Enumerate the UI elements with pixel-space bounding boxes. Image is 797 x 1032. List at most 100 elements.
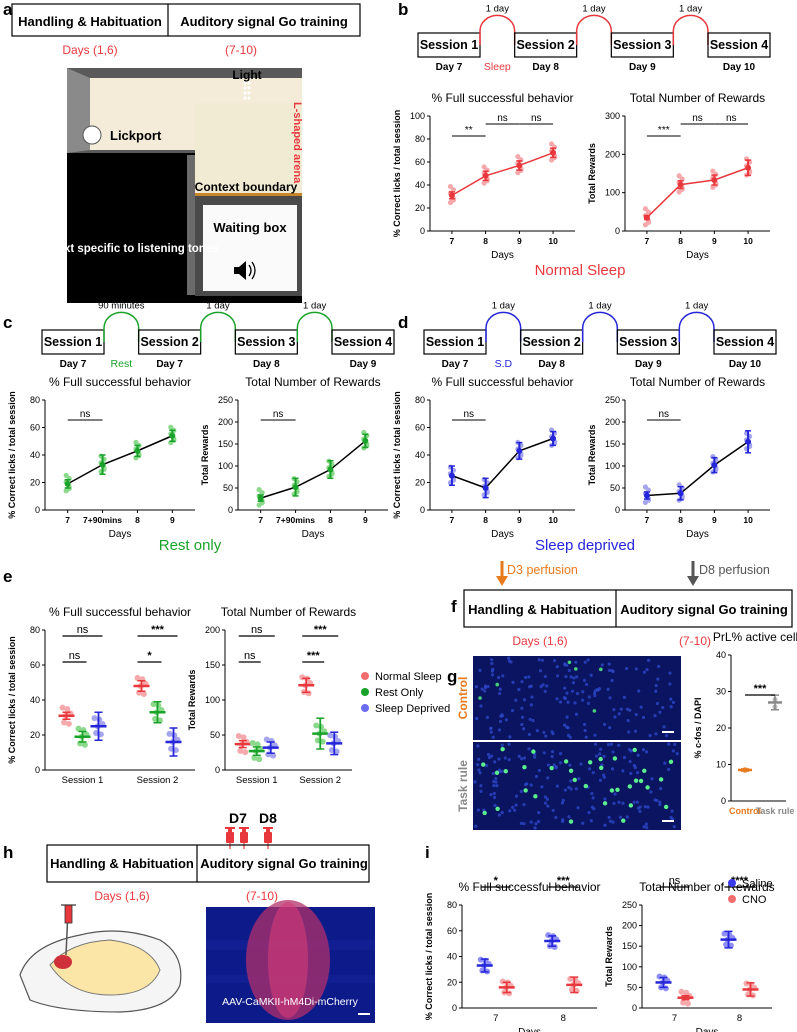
cfos-cell (663, 804, 669, 810)
cfos-cell (609, 788, 615, 793)
significance-label: ns (244, 650, 256, 662)
brain-sagittal-illustration (19, 904, 182, 1013)
significance-label: ns (669, 875, 681, 887)
dapi-cell (607, 668, 612, 672)
y-tick-label: 100 (205, 695, 220, 705)
y-tick-label: 30 (716, 687, 726, 697)
animal-point (327, 732, 334, 739)
cfos-cell (633, 778, 639, 783)
animal-point (254, 741, 261, 748)
chart-c-success: 0 20 40 60 80 % Full successful behavior % Cor… (7, 375, 195, 540)
dapi-cell (555, 665, 559, 669)
photo-label-lickport: Lickport (110, 128, 162, 143)
chart-title: PrL% active cells (713, 630, 797, 644)
h-days-1: Days (1,6) (94, 889, 149, 903)
y-tick-label: 200 (605, 417, 620, 427)
y-tick-label: 20 (447, 977, 457, 987)
dapi-cell (619, 707, 623, 711)
panel-label-d: d (398, 313, 408, 332)
dapi-cell (634, 729, 638, 733)
arrow-d8-perfusion (687, 561, 699, 586)
y-tick-label: 20 (30, 478, 40, 488)
y-tick-label: 150 (205, 660, 220, 670)
cfos-cell (598, 756, 603, 762)
gap-label: 1 day (486, 3, 509, 14)
legend-label-cno: CNO (742, 894, 767, 906)
session-label: Session 3 (619, 335, 677, 349)
dapi-cell (533, 826, 537, 830)
y-tick-label: 100 (622, 962, 637, 972)
dapi-cell (479, 784, 483, 788)
dapi-cell (654, 683, 658, 688)
dapi-cell (532, 755, 537, 759)
dapi-cell (567, 785, 571, 789)
significance-label: ns (531, 113, 542, 124)
mean-point (711, 177, 718, 184)
dapi-cell (617, 800, 621, 804)
dapi-cell (658, 802, 662, 807)
dapi-cell (500, 810, 504, 815)
mean-point (448, 192, 455, 199)
session-day-label: Day 10 (729, 359, 762, 370)
session-day-label: Day 8 (253, 359, 280, 370)
dapi-cell (498, 687, 502, 691)
dapi-cell (594, 754, 599, 758)
dapi-cell (550, 730, 554, 734)
significance-label: ns (692, 113, 703, 124)
dapi-cell (566, 700, 570, 704)
dapi-cell (562, 723, 567, 727)
dapi-cell (487, 755, 491, 760)
dapi-cell (565, 715, 569, 719)
x-tick-label: 8 (483, 236, 488, 246)
dapi-cell (600, 763, 604, 767)
dapi-cell (610, 678, 614, 683)
dapi-cell (565, 691, 569, 695)
dapi-cell (653, 798, 657, 802)
dapi-cell (611, 820, 615, 824)
mean-point (292, 484, 299, 491)
gap-label: 1 day (206, 300, 229, 311)
dapi-cell (561, 798, 565, 802)
x-tick-label: 7+90mins (83, 515, 122, 525)
dapi-cell (529, 783, 533, 787)
y-tick-label: 40 (30, 695, 40, 705)
cfos-cell (567, 660, 572, 665)
cfos-cell (587, 760, 593, 765)
x-tick-label: 8 (328, 515, 333, 525)
panel-a-timeline: Handling & Habituation Auditory signal G… (11, 3, 361, 57)
dapi-cell (583, 660, 587, 664)
dapi-cell (531, 718, 535, 723)
significance-label: *** (314, 624, 328, 636)
dapi-cell (555, 697, 559, 701)
dapi-cell (590, 805, 594, 809)
dapi-cell (628, 759, 632, 764)
session-label: Session 3 (237, 335, 295, 349)
animal-point (721, 930, 728, 937)
dapi-cell (649, 790, 653, 794)
session-label: Session 2 (522, 335, 580, 349)
dapi-cell (522, 756, 527, 760)
dapi-cell (484, 763, 489, 768)
dapi-cell (670, 817, 675, 821)
chart-title: Total Number of Rewards (630, 91, 765, 105)
y-axis-label: % Correct licks / total session (424, 893, 434, 1021)
dapi-cell (671, 749, 675, 753)
x-tick-label: 7 (258, 515, 263, 525)
dapi-cell (567, 815, 571, 819)
y-tick-label: 40 (447, 952, 457, 962)
session-day-label: Day 9 (635, 359, 662, 370)
y-axis-label: Total Rewards (200, 425, 210, 486)
dapi-cell (543, 674, 547, 679)
dapi-cell (537, 811, 541, 815)
dapi-cell (508, 809, 512, 813)
series-line (451, 437, 554, 489)
dapi-cell (535, 729, 539, 733)
dapi-cell (568, 763, 572, 767)
dapi-cell (523, 675, 528, 680)
animal-point (237, 747, 244, 754)
x-axis-label: Days (696, 1027, 719, 1032)
dapi-cell (511, 805, 515, 809)
dapi-cell (611, 669, 615, 674)
dapi-cell (581, 821, 585, 825)
arrow-label-d8: D8 perfusion (699, 563, 770, 577)
